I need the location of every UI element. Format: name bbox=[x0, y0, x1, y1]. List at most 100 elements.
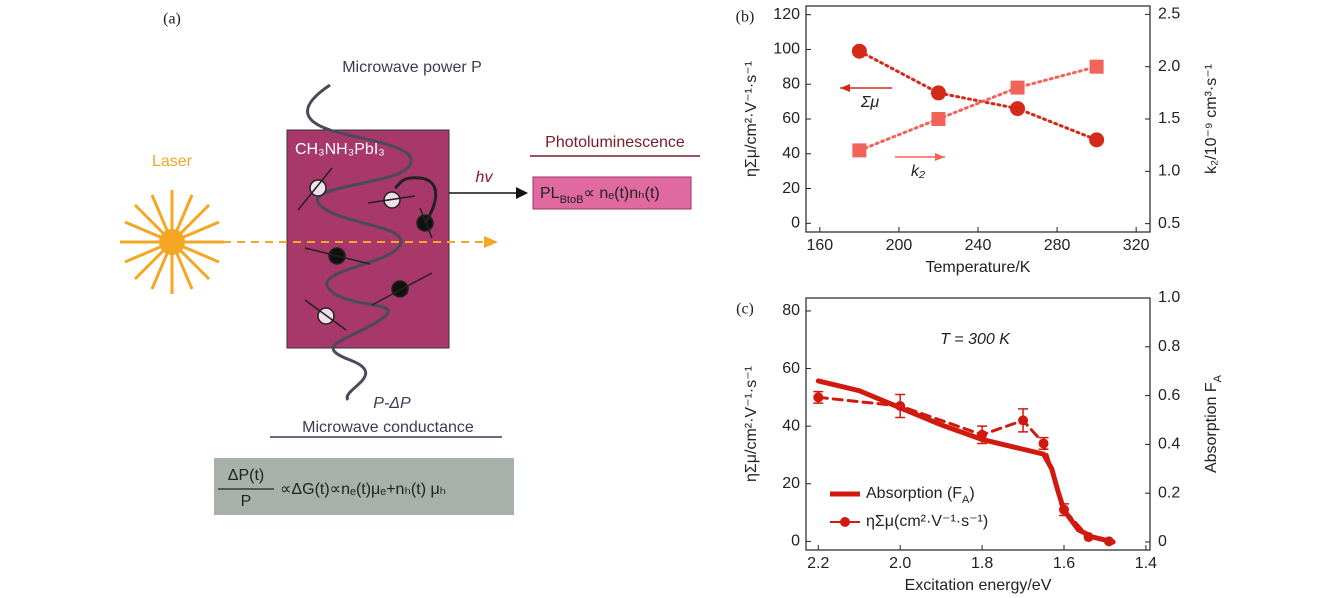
data-point bbox=[813, 392, 824, 403]
y2-tick-label: 2.0 bbox=[1158, 58, 1180, 75]
data-point bbox=[1018, 415, 1029, 426]
x-tick-label: 240 bbox=[965, 237, 992, 254]
x-tick-label: 200 bbox=[886, 237, 913, 254]
power-out-label: P-ΔP bbox=[373, 395, 411, 412]
formula-numerator: ΔP(t) bbox=[228, 467, 264, 484]
laser-arrowhead bbox=[484, 236, 498, 248]
x-tick-label: 280 bbox=[1044, 237, 1071, 254]
plot-frame bbox=[805, 5, 1151, 233]
data-point bbox=[1059, 504, 1069, 515]
text-segment: A bbox=[962, 494, 970, 506]
x-tick-label: 1.8 bbox=[971, 555, 993, 572]
y2-tick-label: 1.0 bbox=[1158, 163, 1180, 180]
y2-axis-label: k₂/10⁻⁹ cm³·s⁻¹ bbox=[1203, 64, 1220, 174]
series-line bbox=[857, 49, 1099, 142]
series-line bbox=[857, 65, 1099, 152]
annotation-arrowhead bbox=[840, 84, 850, 92]
y-tick-label: 0 bbox=[791, 215, 800, 232]
carriers bbox=[297, 167, 438, 331]
microwave-wave bbox=[306, 83, 413, 401]
y-tick-label: 80 bbox=[782, 302, 800, 319]
annotation: Σμ bbox=[860, 94, 880, 111]
x-tick-label: 2.2 bbox=[807, 555, 829, 572]
legend-label: Absorption (FA) bbox=[866, 485, 975, 506]
x-axis-label: Temperature/K bbox=[926, 259, 1031, 276]
y2-tick-label: 1.5 bbox=[1158, 110, 1180, 127]
pl-box bbox=[532, 176, 692, 210]
y2-axis-label: Absorption FA bbox=[1203, 374, 1224, 473]
y2-tick-label: 0 bbox=[1158, 533, 1167, 550]
panel-label: (b) bbox=[736, 9, 755, 26]
x-tick-label: 1.4 bbox=[1135, 555, 1157, 572]
diagram-panel: (a) Microwave power P CH₃NH₃PbI₃ Laser h… bbox=[120, 11, 700, 515]
laser-label: Laser bbox=[152, 153, 193, 170]
x-tick-label: 160 bbox=[806, 237, 833, 254]
data-point bbox=[977, 429, 988, 440]
text-segment: Absorption (F bbox=[866, 485, 962, 502]
annotation-arrowhead bbox=[935, 153, 945, 161]
data-point bbox=[1010, 80, 1025, 95]
y2-tick-label: 0.5 bbox=[1158, 215, 1180, 232]
text-segment: BtoB bbox=[560, 194, 584, 206]
pl-formula: PLBtoB∝ nₑ(t)nₕ(t) bbox=[540, 185, 660, 206]
data-point bbox=[1089, 132, 1105, 148]
y-axis-label: ηΣμ/cm²·V⁻¹·s⁻¹ bbox=[743, 61, 760, 177]
y-tick-label: 40 bbox=[782, 145, 800, 162]
panel-label: (a) bbox=[163, 11, 181, 28]
y2-tick-label: 0.8 bbox=[1158, 338, 1180, 355]
y2-tick-label: 2.5 bbox=[1158, 6, 1180, 23]
data-point bbox=[851, 43, 867, 59]
plot-frame bbox=[805, 297, 1151, 551]
conductance-label: Microwave conductance bbox=[302, 419, 474, 436]
text-segment: ) bbox=[969, 485, 974, 502]
data-point bbox=[1104, 536, 1115, 547]
y2-tick-label: 1.0 bbox=[1158, 289, 1180, 306]
photon-label: hv bbox=[476, 169, 494, 186]
laser-core bbox=[159, 229, 185, 255]
formula-rest: ∝ΔG(t)∝nₑ(t)μₑ+nₕ(t) μₕ bbox=[280, 481, 446, 498]
data-point bbox=[931, 112, 946, 126]
y-tick-label: 40 bbox=[782, 417, 800, 434]
annotation: T = 300 K bbox=[940, 331, 1011, 348]
y-tick-label: 80 bbox=[782, 75, 800, 92]
photoluminescence-label: Photoluminescence bbox=[545, 134, 685, 151]
data-point bbox=[1010, 101, 1026, 117]
emission-arrowhead bbox=[516, 187, 528, 199]
text-segment: Absorption F bbox=[1203, 382, 1220, 473]
series-line bbox=[816, 395, 1111, 543]
panel-label: (c) bbox=[736, 301, 754, 318]
y-tick-label: 0 bbox=[791, 533, 800, 550]
legend-label: ηΣμ(cm²·V⁻¹·s⁻¹) bbox=[866, 513, 988, 530]
y-tick-label: 20 bbox=[782, 180, 800, 197]
y-axis-label: ηΣμ/cm²·V⁻¹·s⁻¹ bbox=[743, 366, 760, 482]
y-tick-label: 60 bbox=[782, 360, 800, 377]
x-tick-label: 2.0 bbox=[889, 555, 911, 572]
y2-tick-label: 0.2 bbox=[1158, 484, 1180, 501]
data-point bbox=[1083, 532, 1094, 543]
y2-tick-label: 0.6 bbox=[1158, 387, 1180, 404]
data-point bbox=[930, 85, 946, 101]
text-segment: ∝ nₑ(t)nₕ(t) bbox=[583, 185, 659, 202]
y-tick-label: 60 bbox=[782, 110, 800, 127]
data-point bbox=[1089, 59, 1104, 74]
sample-box bbox=[286, 129, 450, 349]
x-axis-label: Excitation energy/eV bbox=[905, 577, 1052, 594]
x-tick-label: 1.6 bbox=[1053, 555, 1075, 572]
x-tick-label: 320 bbox=[1123, 237, 1150, 254]
data-point bbox=[1038, 438, 1049, 449]
y-tick-label: 100 bbox=[773, 41, 800, 58]
material-label: CH₃NH₃PbI₃ bbox=[295, 141, 385, 158]
microwave-power-label: Microwave power P bbox=[342, 59, 482, 76]
text-segment: PL bbox=[540, 185, 560, 202]
y-tick-label: 20 bbox=[782, 475, 800, 492]
y2-tick-label: 0.4 bbox=[1158, 436, 1180, 453]
text-segment: A bbox=[1212, 374, 1224, 382]
data-point bbox=[895, 401, 906, 411]
formula-denominator: P bbox=[241, 493, 252, 510]
data-point bbox=[852, 143, 867, 158]
formula-box bbox=[214, 458, 514, 515]
y-tick-label: 120 bbox=[773, 6, 800, 23]
legend-marker bbox=[840, 517, 850, 527]
annotation: k₂ bbox=[911, 163, 925, 180]
